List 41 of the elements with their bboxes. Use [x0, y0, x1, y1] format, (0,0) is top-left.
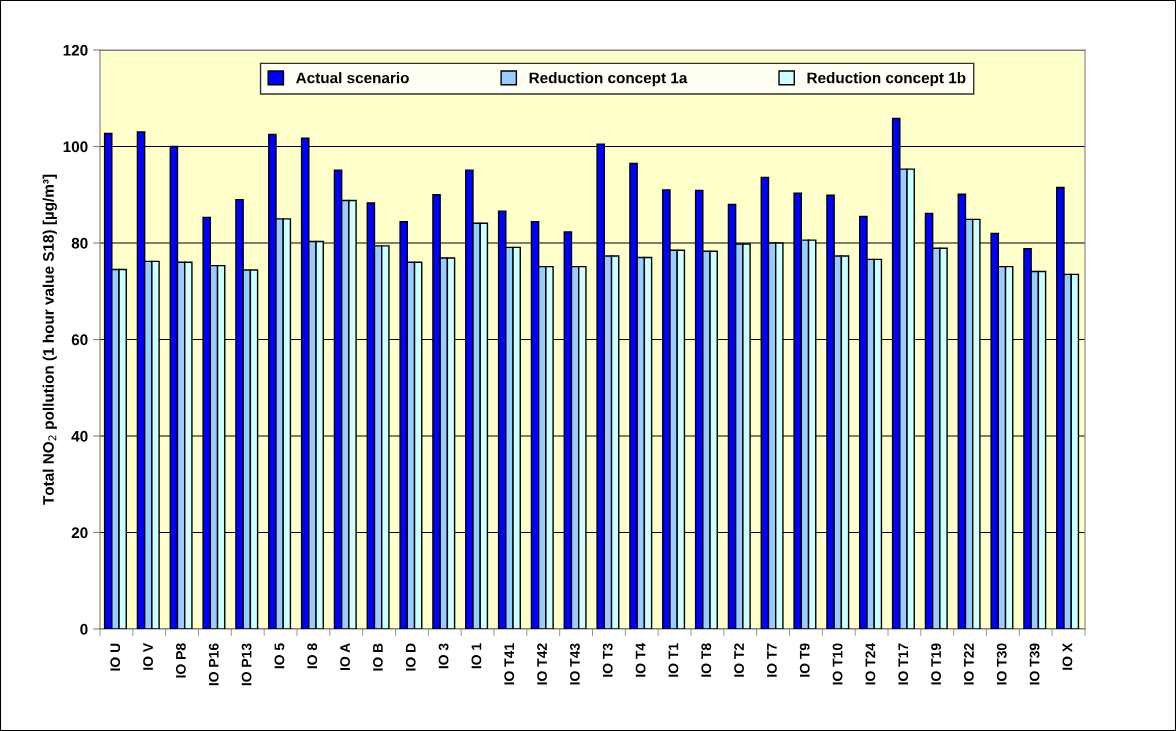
x-tick-label: IO T42 — [537, 643, 547, 685]
x-tick-label: IO T10 — [832, 643, 843, 685]
x-tick-label: IO P16 — [208, 643, 219, 686]
y-tick-label: 100 — [63, 141, 88, 153]
x-tick-label: IO 8 — [307, 643, 318, 669]
y-tick-label: 20 — [71, 527, 88, 539]
x-tick-label: IO U — [110, 643, 121, 671]
x-tick-label: IO T3 — [602, 643, 613, 677]
x-tick-label: IO T22 — [963, 643, 974, 685]
x-tick-label: IO T43 — [569, 643, 580, 685]
x-tick-label: IO T41 — [504, 643, 515, 685]
x-tick-label: IO T24 — [865, 642, 876, 685]
y-tick-label: 0 — [80, 623, 88, 635]
x-tick-label: IO T2 — [734, 643, 744, 677]
y-tick-label: 40 — [71, 430, 88, 442]
x-tick-label: IO A — [340, 643, 350, 670]
x-tick-label: IO 1 — [471, 643, 482, 669]
x-tick-label: IO B — [372, 643, 383, 671]
x-tick-label: IO D — [405, 643, 416, 671]
x-tick-label: IO T19 — [931, 643, 941, 685]
y-axis-title: Total NO$_{2}$ pollution (1 hour value S18) [µg/m³] — [42, 174, 57, 505]
x-tick-label: IO P13 — [241, 643, 252, 686]
legend-label: Reduction concept 1b — [807, 72, 966, 87]
y-tick-label: 60 — [71, 334, 88, 346]
x-tick-label: IO T8 — [701, 643, 712, 677]
x-tick-label: IO T30 — [996, 643, 1007, 685]
x-tick-label: IO X — [1062, 643, 1073, 670]
legend-label: Reduction concept 1a — [529, 72, 688, 87]
x-tick-label: IO T39 — [1029, 643, 1040, 685]
x-tick-label: IO T17 — [898, 643, 909, 685]
y-tick-label: 120 — [63, 44, 88, 56]
x-tick-label: IO 3 — [438, 643, 449, 669]
legend-label: Actual scenario — [296, 72, 409, 84]
x-tick-label: IO T9 — [799, 643, 810, 677]
x-tick-label: IO V — [143, 642, 153, 670]
x-tick-label: IO T7 — [766, 643, 777, 677]
x-tick-label: IO T1 — [668, 643, 679, 677]
x-tick-label: IO T4 — [635, 642, 646, 677]
x-tick-label: IO P8 — [175, 643, 186, 678]
x-tick-label: IO 5 — [274, 643, 285, 669]
y-tick-label: 80 — [71, 237, 88, 249]
